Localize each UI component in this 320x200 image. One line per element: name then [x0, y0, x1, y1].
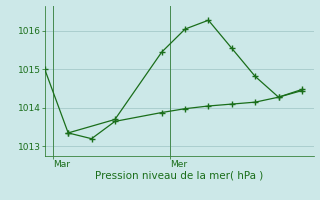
X-axis label: Pression niveau de la mer( hPa ): Pression niveau de la mer( hPa ): [95, 171, 263, 181]
